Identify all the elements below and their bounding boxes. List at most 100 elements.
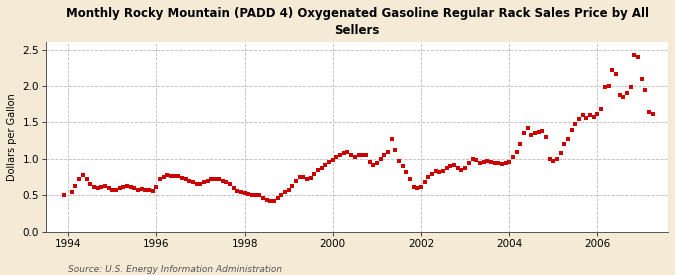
Point	[192, 182, 202, 186]
Point	[151, 185, 162, 189]
Point	[338, 151, 349, 155]
Point	[434, 170, 445, 174]
Point	[302, 177, 313, 181]
Point	[522, 125, 533, 130]
Point	[404, 177, 415, 182]
Point	[144, 188, 155, 192]
Point	[412, 186, 423, 190]
Point	[236, 190, 246, 195]
Point	[85, 182, 96, 186]
Point	[184, 179, 195, 183]
Point	[250, 193, 261, 198]
Point	[625, 85, 636, 90]
Point	[88, 185, 99, 189]
Point	[129, 186, 140, 190]
Point	[357, 152, 368, 157]
Point	[180, 177, 191, 182]
Point	[637, 76, 647, 81]
Point	[165, 174, 176, 178]
Point	[66, 189, 77, 194]
Point	[258, 196, 269, 200]
Point	[647, 112, 658, 116]
Point	[126, 185, 136, 189]
Point	[147, 189, 158, 193]
Point	[206, 177, 217, 182]
Point	[596, 107, 607, 112]
Point	[107, 188, 117, 192]
Point	[261, 197, 272, 202]
Point	[541, 135, 551, 139]
Point	[375, 157, 386, 161]
Y-axis label: Dollars per Gallon: Dollars per Gallon	[7, 93, 17, 181]
Point	[342, 149, 353, 154]
Point	[111, 187, 122, 192]
Point	[298, 175, 308, 179]
Point	[284, 187, 294, 192]
Point	[173, 174, 184, 179]
Point	[225, 182, 236, 187]
Point	[136, 187, 147, 191]
Point	[460, 166, 470, 170]
Point	[228, 186, 239, 190]
Point	[563, 136, 574, 141]
Point	[511, 149, 522, 154]
Point	[515, 142, 526, 147]
Point	[313, 168, 323, 172]
Point	[485, 160, 496, 164]
Point	[470, 158, 481, 163]
Point	[92, 186, 103, 190]
Point	[188, 180, 198, 185]
Point	[445, 164, 456, 168]
Point	[478, 160, 489, 164]
Point	[441, 166, 452, 170]
Point	[74, 177, 84, 182]
Point	[232, 189, 242, 193]
Point	[59, 192, 70, 197]
Point	[544, 157, 555, 161]
Point	[221, 180, 232, 185]
Point	[132, 187, 143, 192]
Point	[327, 158, 338, 163]
Point	[239, 191, 250, 196]
Point	[162, 173, 173, 177]
Point	[279, 190, 290, 195]
Point	[213, 177, 224, 182]
Point	[464, 160, 475, 165]
Point	[508, 155, 518, 160]
Point	[379, 153, 389, 158]
Point	[294, 175, 305, 179]
Point	[497, 162, 508, 166]
Point	[533, 130, 544, 134]
Point	[159, 175, 169, 179]
Point	[99, 184, 110, 188]
Point	[632, 55, 643, 59]
Point	[467, 157, 478, 161]
Point	[537, 129, 547, 133]
Point	[210, 177, 221, 181]
Point	[350, 155, 360, 159]
Point	[390, 148, 401, 152]
Point	[397, 164, 408, 168]
Point	[603, 84, 614, 88]
Point	[122, 184, 132, 188]
Point	[556, 151, 566, 155]
Point	[566, 128, 577, 132]
Point	[169, 174, 180, 178]
Point	[419, 180, 430, 185]
Point	[559, 142, 570, 147]
Point	[482, 159, 493, 163]
Point	[78, 173, 88, 177]
Point	[551, 157, 562, 161]
Point	[614, 93, 625, 97]
Title: Monthly Rocky Mountain (PADD 4) Oxygenated Gasoline Regular Rack Sales Price by : Monthly Rocky Mountain (PADD 4) Oxygenat…	[65, 7, 649, 37]
Point	[360, 153, 371, 158]
Point	[504, 160, 514, 164]
Point	[202, 179, 213, 183]
Point	[577, 113, 588, 117]
Point	[585, 113, 595, 117]
Point	[431, 169, 441, 174]
Point	[574, 117, 585, 121]
Point	[416, 185, 427, 189]
Point	[70, 184, 81, 188]
Point	[371, 160, 382, 165]
